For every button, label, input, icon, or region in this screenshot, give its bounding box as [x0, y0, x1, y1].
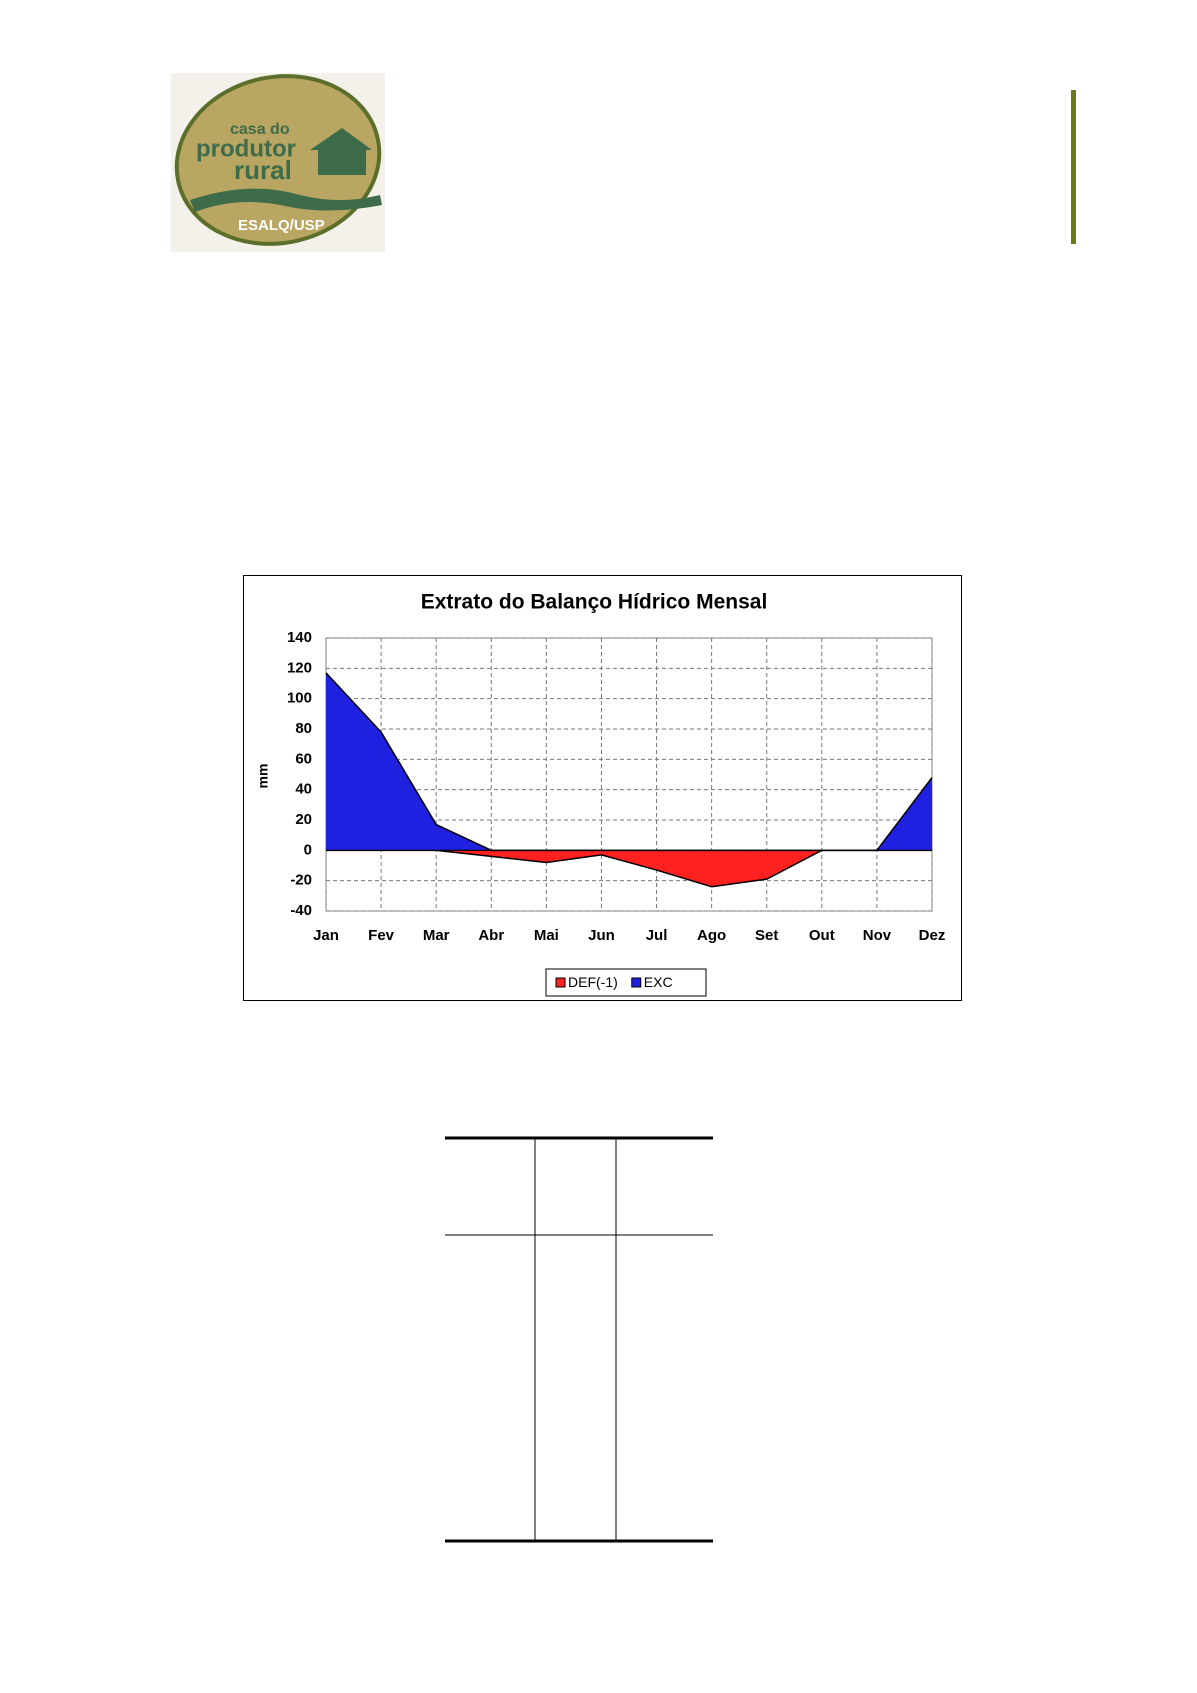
- y-tick-label: 60: [295, 750, 312, 767]
- x-tick-label: Dez: [919, 927, 946, 944]
- logo-road: [190, 188, 382, 212]
- y-tick-label: 140: [287, 629, 312, 646]
- legend-swatch: [631, 977, 642, 988]
- y-tick-label: 40: [295, 781, 312, 798]
- legend-swatch: [555, 977, 566, 988]
- x-tick-label: Ago: [697, 927, 726, 944]
- y-tick-label: 100: [287, 690, 312, 707]
- logo-text: rural: [234, 155, 292, 185]
- x-tick-label: Jul: [646, 927, 668, 944]
- logo-text: casa do: [230, 121, 290, 138]
- y-tick-label: -40: [290, 902, 312, 919]
- area: [326, 672, 932, 851]
- header-bar: [1071, 90, 1076, 244]
- x-tick-label: Jun: [588, 927, 615, 944]
- x-tick-label: Jan: [313, 927, 339, 944]
- legend-label: DEF(-1): [568, 974, 618, 990]
- x-tick-label: Set: [755, 927, 778, 944]
- chart-title: Extrato do Balanço Hídrico Mensal: [421, 591, 768, 614]
- plot-area: [325, 637, 933, 912]
- logo-house: [310, 128, 372, 175]
- logo: casa do produtor rural ESALQ/USP: [171, 73, 385, 252]
- x-tick-label: Nov: [863, 927, 892, 944]
- logo-text: ESALQ/USP: [238, 217, 325, 234]
- table: [445, 1136, 713, 1543]
- y-tick-label: 0: [304, 841, 312, 858]
- x-tick-label: Abr: [478, 927, 504, 944]
- legend-box: [545, 968, 707, 997]
- y-axis-label: mm: [255, 764, 271, 789]
- area: [326, 850, 932, 887]
- y-tick-label: 20: [295, 811, 312, 828]
- legend-label: EXC: [644, 974, 673, 990]
- x-tick-label: Mar: [423, 927, 450, 944]
- x-tick-label: Out: [809, 927, 835, 944]
- y-tick-label: -20: [290, 872, 312, 889]
- x-tick-label: Mai: [534, 927, 559, 944]
- y-tick-label: 120: [287, 659, 312, 676]
- logo-text: produtor: [196, 135, 296, 162]
- x-tick-label: Fev: [368, 927, 395, 944]
- y-tick-label: 80: [295, 720, 312, 737]
